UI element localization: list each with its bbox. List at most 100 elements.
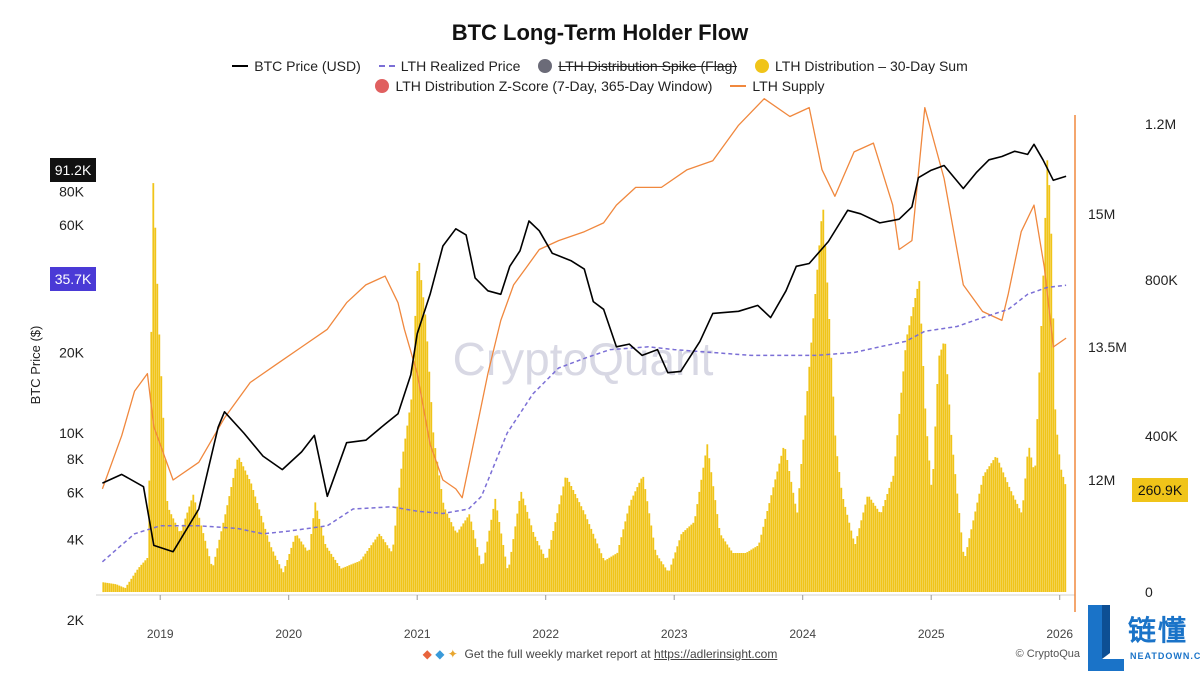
distribution-bar (306, 550, 309, 592)
distribution-bar (934, 426, 937, 592)
distribution-bar (1004, 477, 1007, 592)
legend-item-btc-price[interactable]: BTC Price (USD) (232, 58, 361, 74)
distribution-bar (294, 535, 297, 592)
legend-swatch-lth-realized-price (378, 65, 395, 67)
distribution-bar (296, 535, 299, 592)
legend-item-lth-realized-price[interactable]: LTH Realized Price (378, 58, 520, 74)
distribution-bar (524, 505, 527, 592)
legend-item-lth-zscore[interactable]: LTH Distribution Z-Score (7-Day, 365-Day… (375, 78, 712, 94)
distribution-bar (438, 475, 441, 592)
distribution-bar (876, 508, 879, 592)
distribution-bar (912, 307, 915, 592)
distribution-bar (602, 558, 605, 592)
distribution-bar (210, 563, 213, 592)
distribution-bar (298, 538, 301, 592)
distribution-bar (1030, 457, 1033, 592)
y-left-tick-label: 60K (59, 217, 85, 233)
distribution-bar (818, 245, 821, 592)
distribution-bar (416, 271, 419, 592)
legend-item-lth-distribution-30d[interactable]: LTH Distribution – 30-Day Sum (755, 58, 968, 74)
footer-label: Get the full weekly market report at (464, 647, 651, 661)
legend-swatch-lth-supply (730, 85, 747, 87)
distribution-bar (208, 556, 211, 592)
brand-logo[interactable]: 链懂 NEATDOWN.COM (1086, 605, 1200, 671)
distribution-bar (762, 526, 765, 592)
brand-subtitle: NEATDOWN.COM (1130, 651, 1200, 661)
distribution-bar (964, 556, 967, 592)
distribution-bar (574, 494, 577, 592)
distribution-bar (458, 529, 461, 592)
legend-item-lth-supply[interactable]: LTH Supply (730, 78, 825, 94)
distribution-bar (492, 508, 495, 592)
distribution-bar (1034, 465, 1037, 592)
distribution-bar (378, 533, 381, 592)
distribution-bar (534, 536, 537, 592)
distribution-bar (800, 464, 803, 592)
distribution-bar (830, 357, 833, 592)
distribution-bar (490, 519, 493, 592)
distribution-bar (202, 533, 205, 592)
distribution-bar (682, 531, 685, 592)
distribution-bar (692, 522, 695, 592)
y-right-supply-tick-label: 15M (1088, 206, 1115, 222)
distribution-bar (978, 493, 981, 592)
distribution-bar (290, 547, 293, 592)
distribution-bar (386, 545, 389, 592)
distribution-bar (132, 575, 135, 592)
distribution-bar (754, 547, 757, 592)
distribution-bar (182, 524, 185, 592)
distribution-bar (258, 509, 261, 592)
distribution-bar (832, 396, 835, 592)
distribution-bar (720, 535, 723, 592)
distribution-bar (222, 522, 225, 592)
distribution-bar (226, 505, 229, 592)
distribution-bar (996, 457, 999, 592)
distribution-bar (790, 481, 793, 592)
distribution-bar (640, 478, 643, 592)
legend-item-lth-spike-flag[interactable]: LTH Distribution Spike (Flag) (538, 58, 737, 74)
distribution-bar (520, 491, 523, 592)
distribution-bar (772, 487, 775, 592)
footer-link[interactable]: https://adlerinsight.com (653, 647, 778, 661)
distribution-bar (442, 502, 445, 592)
distribution-bar (838, 472, 841, 592)
distribution-bar (434, 448, 437, 592)
distribution-bar (892, 475, 895, 592)
distribution-bar (982, 475, 985, 592)
distribution-bar (126, 584, 129, 592)
distribution-bar (750, 549, 753, 592)
distribution-bar (604, 560, 607, 592)
distribution-bar (470, 521, 473, 592)
distribution-bar (176, 526, 179, 592)
distribution-bar (248, 479, 251, 592)
distribution-bar (394, 525, 397, 592)
distribution-bar (722, 538, 725, 592)
distribution-bar (286, 560, 289, 592)
distribution-bar (698, 491, 701, 592)
distribution-bar (654, 549, 657, 592)
distribution-bar (774, 479, 777, 592)
distribution-bar (372, 542, 375, 592)
badge-realized: 35.7K (55, 271, 92, 287)
distribution-bar (384, 542, 387, 592)
distribution-bar (740, 553, 743, 592)
distribution-bar (806, 391, 809, 592)
distribution-bar (938, 355, 941, 592)
distribution-bar (704, 455, 707, 592)
distribution-bar (292, 541, 295, 592)
distribution-bar (500, 533, 503, 592)
distribution-bar (398, 487, 401, 592)
distribution-bar (966, 547, 969, 592)
distribution-bar (872, 502, 875, 592)
distribution-bar (848, 522, 851, 592)
distribution-bar (658, 558, 661, 592)
distribution-bar (902, 371, 905, 592)
distribution-bar (770, 495, 773, 592)
distribution-bar (598, 548, 601, 592)
distribution-bar (414, 315, 417, 592)
distribution-bar (896, 435, 899, 592)
y-right-supply-tick-label: 12M (1088, 472, 1115, 488)
distribution-bar (990, 463, 993, 592)
distribution-bar (448, 517, 451, 592)
